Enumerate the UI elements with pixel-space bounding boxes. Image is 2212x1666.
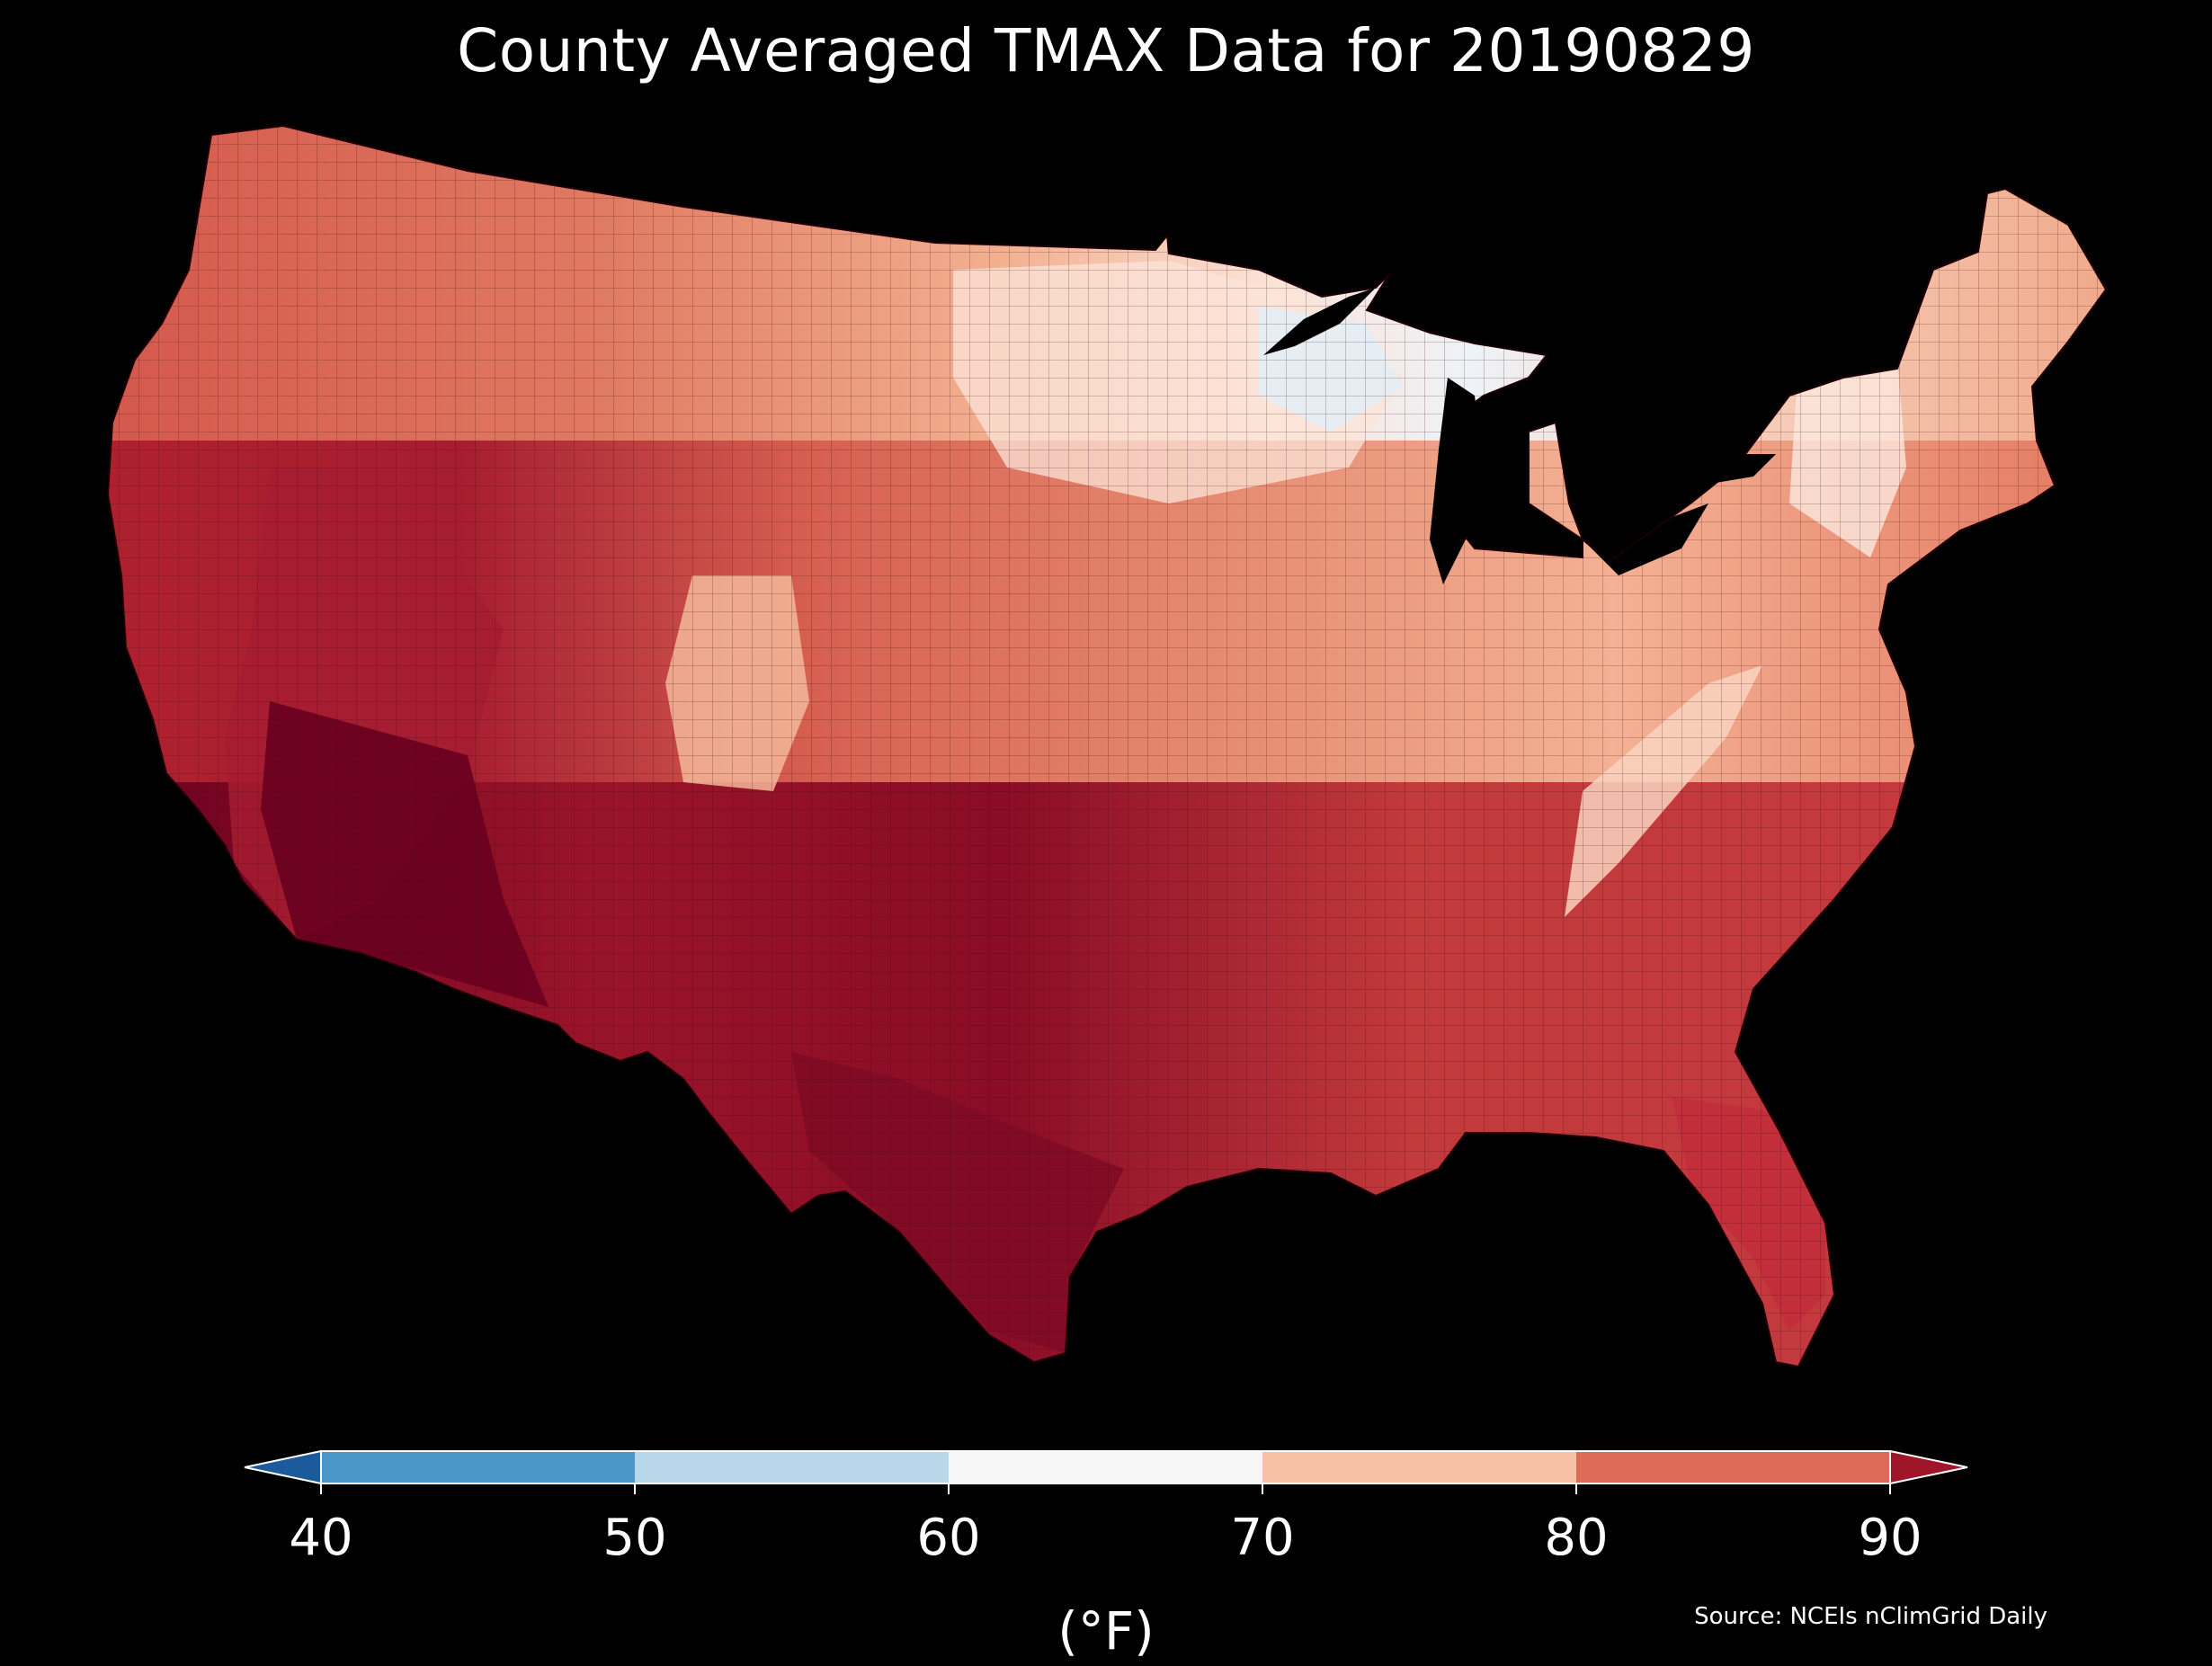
colorbar-extension-low: [244, 1449, 322, 1485]
colorbar-bin: [321, 1451, 635, 1483]
colorbar: [244, 1449, 1968, 1494]
colorbar-tick-label: 70: [1230, 1509, 1295, 1567]
colorbar-bin: [1262, 1451, 1576, 1483]
map-title: County Averaged TMAX Data for 20190829: [457, 16, 1755, 85]
colorbar-tick-label: 40: [289, 1509, 353, 1567]
colorbar-bin: [1576, 1451, 1890, 1483]
lake-superior: [1263, 288, 1376, 355]
colorbar-tick-label: 50: [602, 1509, 667, 1567]
colorbar-bin: [949, 1451, 1262, 1483]
lake-erie: [1583, 503, 1708, 575]
colorbar-tick-label: 60: [916, 1509, 981, 1567]
colorbar-extension-high: [1889, 1449, 1968, 1485]
colorbar-tick-label: 80: [1544, 1509, 1609, 1567]
lake-michigan: [1430, 378, 1484, 584]
colorbar-bin: [635, 1451, 949, 1483]
colorbar-unit-label: (°F): [1057, 1600, 1155, 1662]
source-note: Source: NCEIs nClimGrid Daily: [1694, 1603, 2047, 1630]
county-fill-layer: [108, 126, 2106, 1367]
colorbar-tick-label: 90: [1858, 1509, 1922, 1567]
lake-ontario: [1690, 454, 1776, 486]
